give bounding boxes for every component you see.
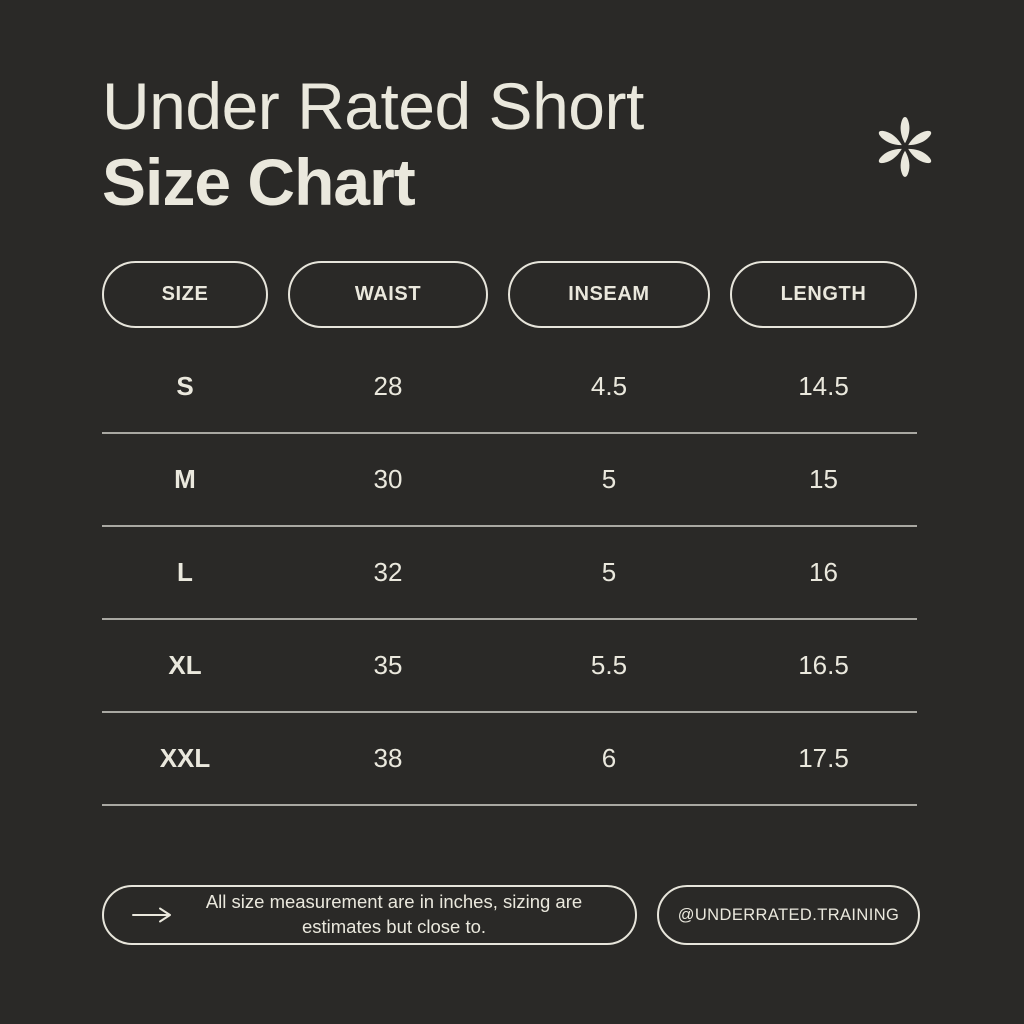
social-handle-pill: @UNDERRATED.TRAINING <box>657 885 920 945</box>
title-line-2: Size Chart <box>102 145 416 219</box>
table-row: M 30 5 15 <box>102 434 917 527</box>
cell-inseam: 4.5 <box>590 371 628 401</box>
cell-length: 16.5 <box>798 650 849 680</box>
cell-size: XL <box>168 650 202 680</box>
column-header-pill-inseam: INSEAM <box>508 261 710 328</box>
cell-length: 14.5 <box>798 371 849 401</box>
column-header-pill-length: LENGTH <box>730 261 917 328</box>
size-chart-table: S 28 4.5 14.5 M 30 5 15 L 32 5 16 XL 35 … <box>102 341 917 806</box>
cell-inseam: 5.5 <box>590 650 628 680</box>
cell-size: M <box>174 464 196 494</box>
measurement-note-text: All size measurement are in inches, sizi… <box>205 891 583 937</box>
column-header-pill-waist: WAIST <box>288 261 488 328</box>
cell-inseam: 6 <box>601 743 617 773</box>
table-row: S 28 4.5 14.5 <box>102 341 917 434</box>
cell-size: L <box>177 557 193 587</box>
right-arrow-icon <box>132 907 171 923</box>
asterisk-icon <box>868 110 942 189</box>
social-handle-text: @UNDERRATED.TRAINING <box>677 905 900 924</box>
cell-length: 16 <box>809 557 838 587</box>
cell-inseam: 5 <box>601 464 617 494</box>
title-line-1: Under Rated Short <box>102 69 644 143</box>
cell-waist: 38 <box>373 743 403 773</box>
column-header-row: SIZE WAIST INSEAM LENGTH <box>102 261 917 328</box>
cell-size: XXL <box>159 743 211 773</box>
cell-waist: 35 <box>373 650 403 680</box>
cell-waist: 28 <box>373 371 403 401</box>
cell-waist: 30 <box>373 464 403 494</box>
measurement-note-pill: All size measurement are in inches, sizi… <box>102 885 637 945</box>
cell-size: S <box>176 371 194 401</box>
cell-waist: 32 <box>373 557 403 587</box>
table-row: XXL 38 6 17.5 <box>102 713 917 806</box>
cell-length: 15 <box>809 464 838 494</box>
cell-length: 17.5 <box>798 743 849 773</box>
column-header-pill-size: SIZE <box>102 261 268 328</box>
page-title: Under Rated Short Size Chart <box>102 68 644 220</box>
table-row: L 32 5 16 <box>102 527 917 620</box>
table-row: XL 35 5.5 16.5 <box>102 620 917 713</box>
cell-inseam: 5 <box>601 557 617 587</box>
